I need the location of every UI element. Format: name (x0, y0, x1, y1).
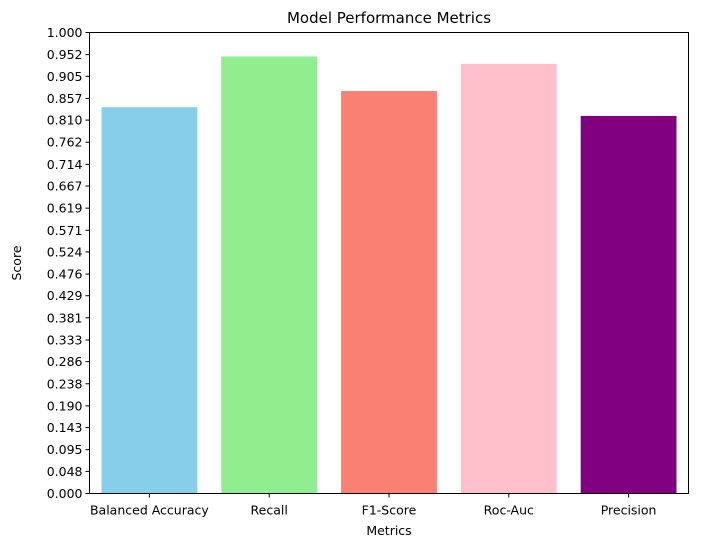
y-tick-label: 0.619 (47, 201, 83, 216)
y-tick-label: 0.524 (47, 244, 83, 259)
plot-frame (89, 32, 689, 494)
y-tick-label: 0.476 (47, 267, 83, 282)
bars-group (101, 56, 677, 494)
y-tick-label: 0.381 (47, 310, 83, 325)
y-tick-label: 0.048 (47, 464, 83, 479)
y-tick-label: 0.857 (47, 91, 83, 106)
x-tick-label: F1-Score (362, 503, 417, 518)
y-tick-label: 0.762 (47, 135, 83, 150)
x-tick-label: Balanced Accuracy (90, 503, 209, 518)
y-tick-label: 1.000 (47, 25, 83, 40)
bar-roc-auc (460, 63, 557, 494)
y-tick-label: 0.429 (47, 288, 83, 303)
chart-title: Model Performance Metrics (287, 9, 491, 27)
y-tick-label: 0.238 (47, 376, 83, 391)
y-tick-label: 0.000 (47, 486, 83, 501)
bar-precision (580, 115, 677, 494)
x-tick-label: Precision (601, 503, 657, 518)
y-tick-label: 0.190 (47, 398, 83, 413)
y-tick-label: 0.286 (47, 354, 83, 369)
y-axis: 0.000 0.048 0.095 0.143 0.190 0.238 0.286 0.333… (47, 25, 90, 501)
y-axis-label: Score (9, 245, 24, 280)
y-tick-label: 0.571 (47, 223, 83, 238)
x-axis: Balanced Accuracy Recall F1-Score Roc-Auc Pr… (90, 493, 657, 518)
y-tick-label: 0.143 (47, 420, 83, 435)
y-tick-label: 0.095 (47, 442, 83, 457)
x-tick-label: Recall (251, 503, 288, 518)
x-axis-label: Metrics (366, 523, 411, 538)
y-tick-label: 0.810 (47, 113, 83, 128)
y-tick-label: 0.667 (47, 179, 83, 194)
y-tick-label: 0.714 (47, 157, 83, 172)
x-tick-label: Roc-Auc (484, 503, 534, 518)
bar-recall (221, 56, 318, 494)
bar-f1-score (341, 91, 437, 494)
bar-balanced-accuracy (101, 107, 198, 494)
y-tick-label: 0.333 (47, 332, 83, 347)
y-tick-label: 0.952 (47, 47, 83, 62)
y-tick-label: 0.905 (47, 69, 83, 84)
